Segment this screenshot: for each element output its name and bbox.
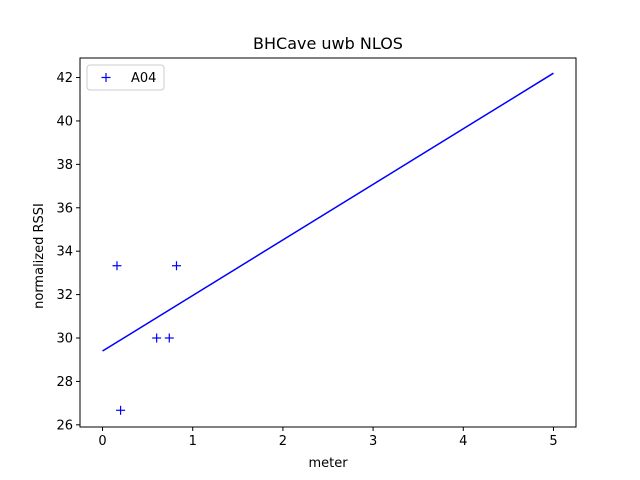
y-tick-label: 26 (56, 418, 73, 433)
data-point-2 (116, 405, 126, 415)
legend-box (86, 64, 165, 91)
x-tick-label: 1 (189, 434, 197, 449)
y-tick-label: 30 (56, 332, 73, 347)
data-point-3 (152, 333, 162, 343)
legend-label: A04 (131, 71, 156, 86)
y-tick-label: 36 (56, 201, 73, 216)
x-tick-label: 2 (279, 434, 287, 449)
y-tick-label: 38 (56, 158, 73, 173)
y-tick-label: 42 (56, 71, 73, 86)
data-point-1 (112, 261, 122, 271)
data-point-4 (164, 333, 174, 343)
y-tick-label: 40 (56, 114, 73, 129)
x-tick-label: 5 (549, 434, 557, 449)
data-point-5 (171, 261, 181, 271)
y-axis-label: normalized RSSI (32, 203, 47, 309)
y-tick-label: 32 (56, 288, 73, 303)
chart-title: BHCave uwb NLOS (253, 34, 403, 53)
plot-frame (79, 57, 577, 428)
x-tick-label: 3 (369, 434, 377, 449)
fit-line (102, 72, 554, 352)
x-tick-label: 0 (98, 434, 106, 449)
y-tick-label: 34 (56, 245, 73, 260)
x-tick-label: 4 (459, 434, 467, 449)
x-axis-label: meter (308, 456, 348, 471)
y-tick-label: 28 (56, 375, 73, 390)
